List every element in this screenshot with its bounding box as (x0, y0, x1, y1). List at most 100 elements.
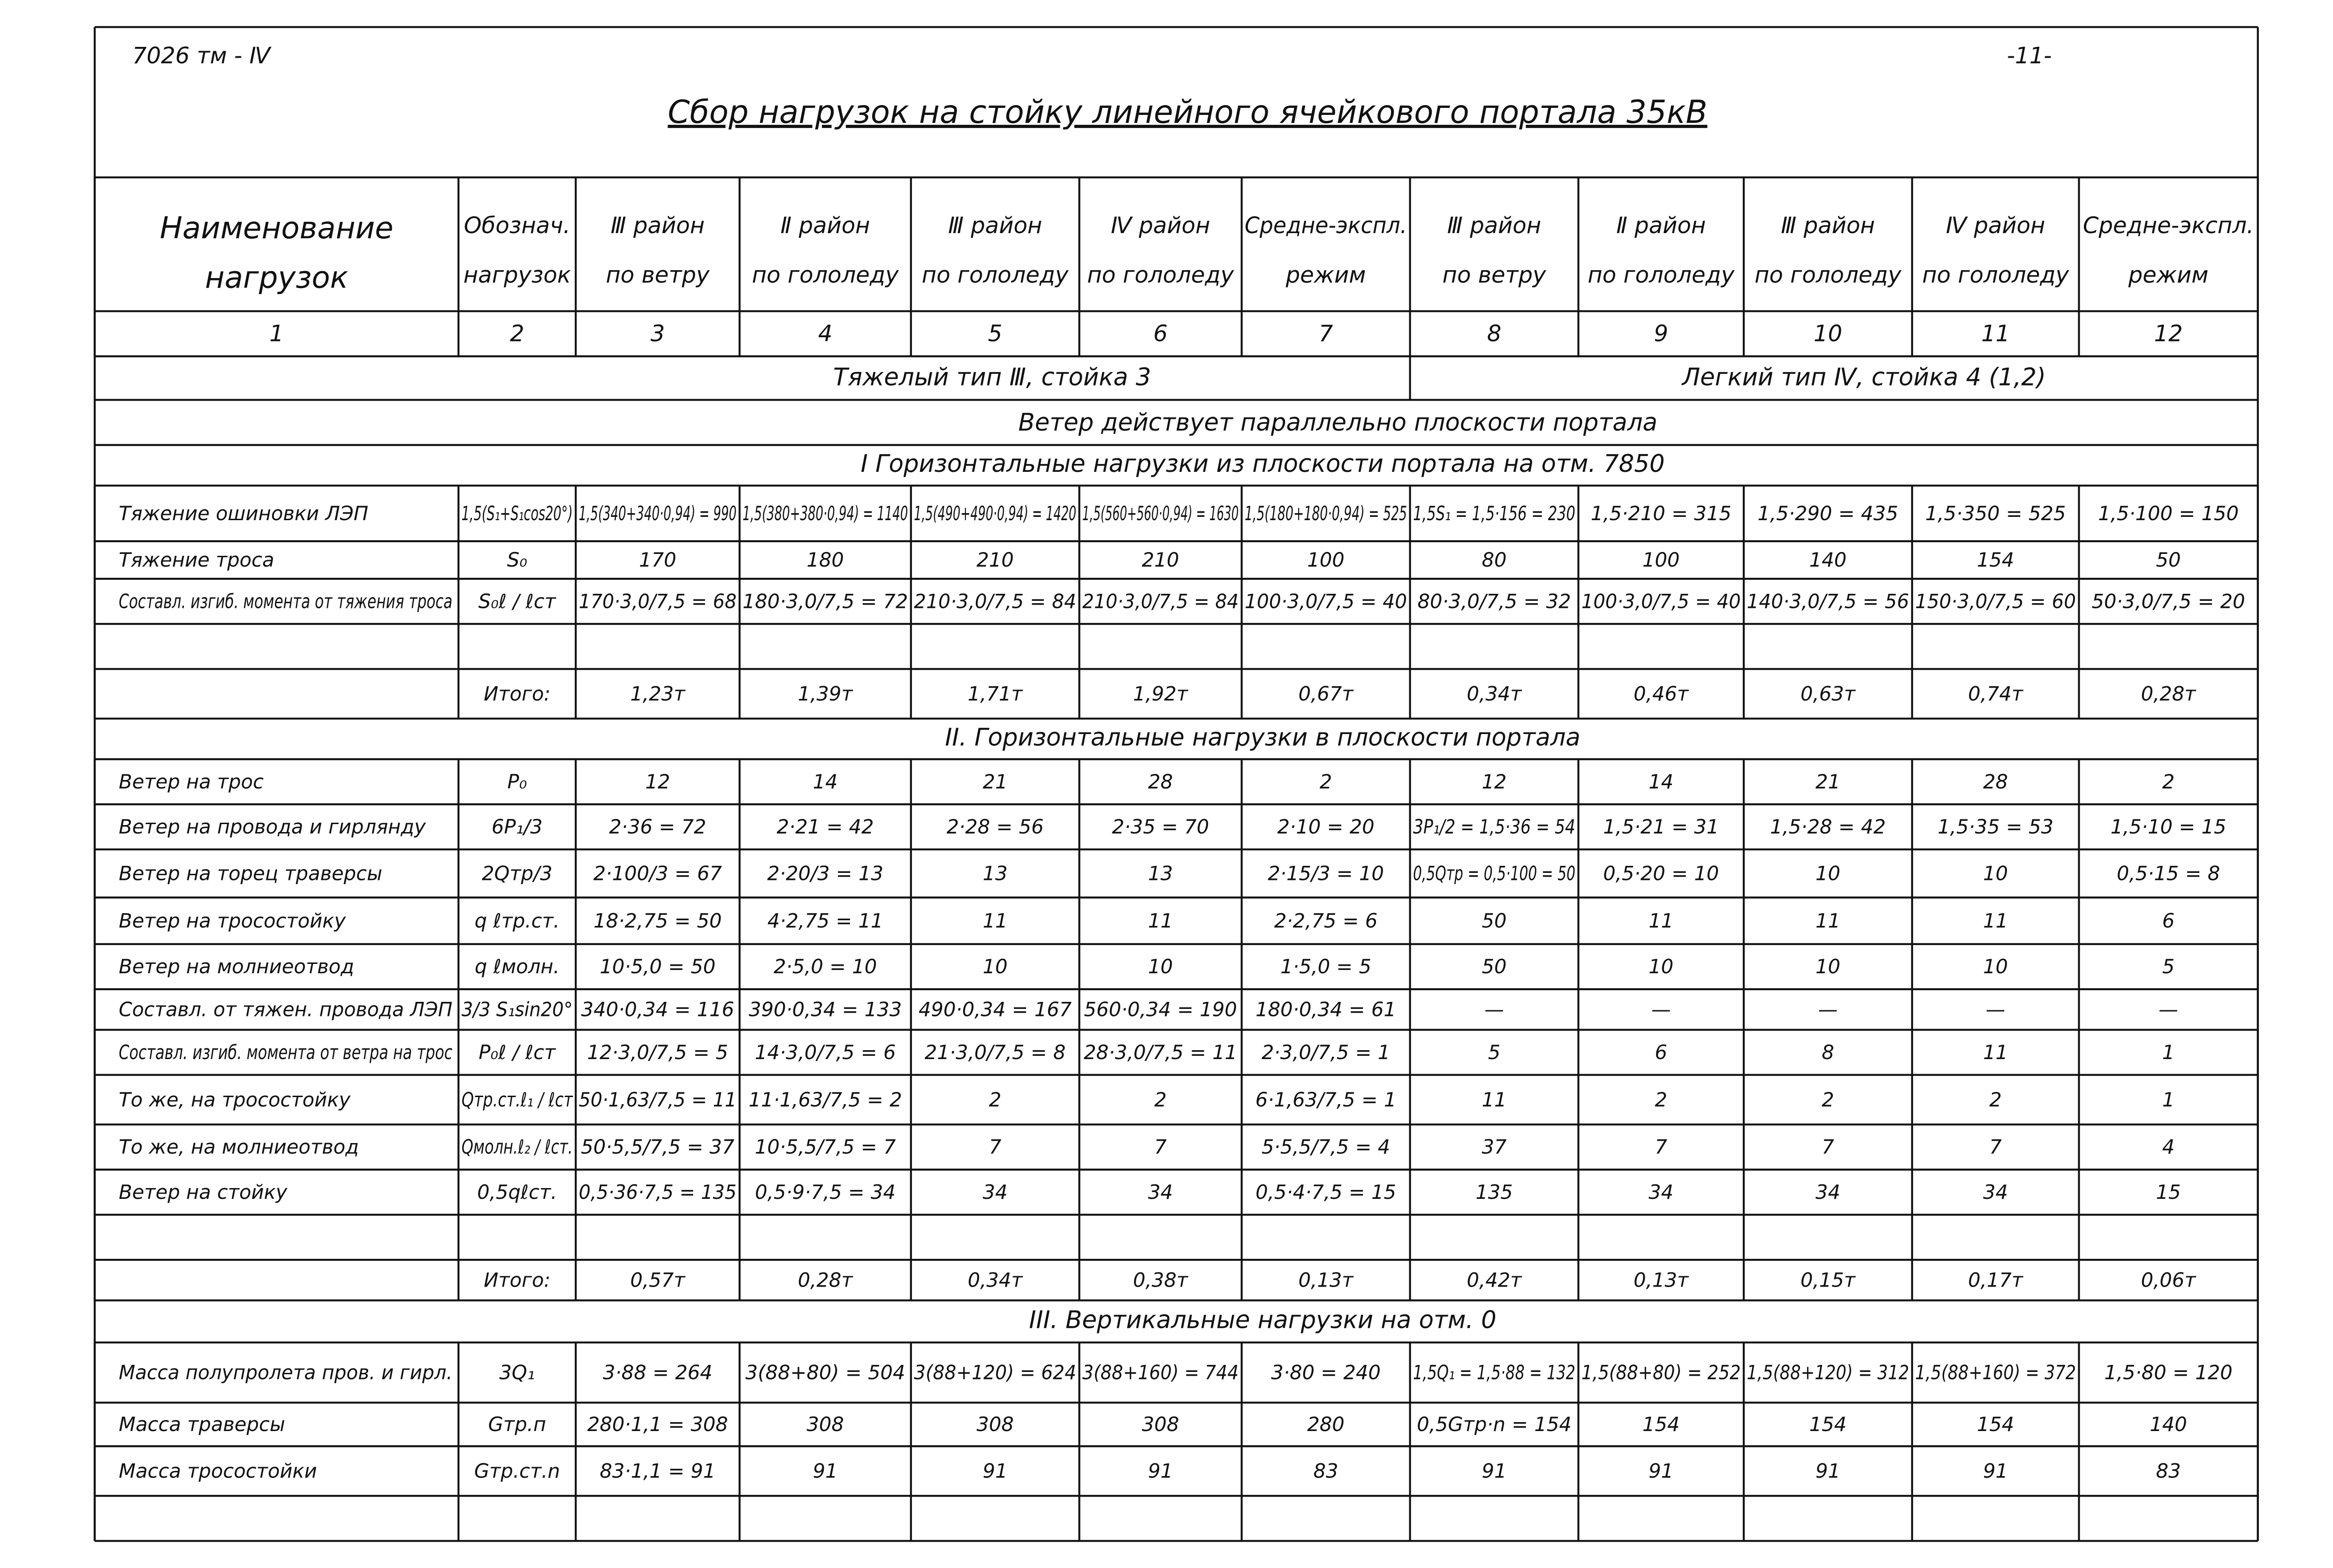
cell-value: 2·2,75 = 6 (1274, 909, 1377, 932)
symbol: q ℓмолн. (475, 955, 560, 978)
cell-value: 490·0,34 = 167 (919, 998, 1072, 1021)
cell-value: 21·3,0/7,5 = 8 (925, 1041, 1066, 1064)
cell-value: 170·3,0/7,5 = 68 (579, 590, 737, 613)
cell-value: 1,5·100 = 150 (2098, 502, 2239, 525)
row-label: Составл. изгиб. момента от тяжения троса (119, 590, 452, 613)
column-header: Ⅲ район (1447, 212, 1541, 239)
group-label: Тяжелый тип Ⅲ, стойка 3 (833, 364, 1151, 392)
cell-value: — (1818, 998, 1838, 1021)
cell-value: 10 (983, 955, 1008, 978)
symbol: Gтр.ст.n (474, 1459, 560, 1482)
row-label: Масса тросостойки (119, 1459, 317, 1482)
cell-value: 150·3,0/7,5 = 60 (1915, 590, 2076, 613)
column-header: по гололеду (1755, 262, 1901, 288)
row-label: Составл. изгиб. момента от ветра на трос (119, 1041, 452, 1064)
cell-value: 1,5(180+180·0,94) = 525 (1245, 502, 1407, 525)
column-header: Ⅱ район (781, 212, 870, 239)
cell-value: 1,5(88+80) = 252 (1581, 1361, 1741, 1384)
row-label: То же, на тросостойку (119, 1088, 351, 1111)
cell-value: 1,5(380+380·0,94) = 1140 (743, 502, 908, 525)
cell-value: 1 (2162, 1041, 2175, 1064)
cell-value: 11·1,63/7,5 = 2 (749, 1088, 902, 1111)
cell-value: 154 (1977, 1413, 2014, 1436)
cell-value: 12 (645, 770, 670, 793)
cell-value: 2·5,0 = 10 (774, 955, 877, 978)
cell-value: 210·3,0/7,5 = 84 (1082, 590, 1239, 613)
column-header: нагрузок (205, 261, 349, 295)
symbol: S₀ℓ / ℓст (479, 590, 557, 613)
cell-value: 100·3,0/7,5 = 40 (1245, 590, 1407, 613)
cell-value: 12·3,0/7,5 = 5 (587, 1041, 729, 1064)
cell-value: 2 (1154, 1088, 1167, 1111)
cell-value: 1,5(88+120) = 312 (1747, 1361, 1909, 1384)
cell-value: 83·1,1 = 91 (600, 1459, 715, 1482)
doc-title: Сбор нагрузок на стойку линейного ячейко… (668, 94, 1707, 130)
cell-value: 2 (2162, 770, 2175, 793)
row-label: То же, на молниеотвод (119, 1136, 359, 1159)
cell-value: 308 (976, 1413, 1014, 1436)
column-header: по ветру (1443, 262, 1546, 288)
cell-value: 50 (1482, 955, 1507, 978)
symbol: S₀ (507, 548, 527, 571)
cell-value: 91 (1816, 1459, 1840, 1482)
cell-value: 4 (2162, 1136, 2175, 1159)
cell-value: 0,13т (1634, 1268, 1689, 1291)
symbol: 6P₁/3 (492, 815, 543, 838)
cell-value: 2 (1822, 1088, 1834, 1111)
cell-value: 0,28т (2141, 682, 2197, 705)
cell-value: 2·28 = 56 (947, 815, 1044, 838)
column-header: Ⅲ район (1781, 212, 1875, 239)
cell-value: 0,74т (1968, 682, 2024, 705)
cell-value: 0,13т (1299, 1268, 1354, 1291)
row-label: Масса траверсы (119, 1413, 285, 1436)
cell-value: 1,5·21 = 31 (1603, 815, 1719, 838)
cell-value: 340·0,34 = 116 (581, 998, 734, 1021)
column-number: 9 (1654, 321, 1668, 347)
symbol: 1,5(S₁+S₁cos20°) (462, 502, 573, 525)
cell-value: 83 (2156, 1459, 2181, 1482)
row-label: Тяжение троса (119, 548, 274, 571)
column-number: 12 (2154, 321, 2183, 347)
cell-value: 2 (1989, 1088, 2002, 1111)
cell-value: 0,42т (1467, 1268, 1523, 1291)
column-header: по гололеду (1922, 262, 2069, 288)
row-label: Ветер на провода и гирлянду (119, 815, 426, 838)
cell-value: 11 (1649, 909, 1673, 932)
cell-value: 1,5(340+340·0,94) = 990 (579, 502, 737, 525)
cell-value: 0,5·36·7,5 = 135 (579, 1181, 737, 1204)
cell-value: 7 (1822, 1136, 1834, 1159)
cell-value: 14 (1649, 770, 1673, 793)
cell-value: 28·3,0/7,5 = 11 (1084, 1041, 1237, 1064)
column-number: 7 (1319, 321, 1333, 347)
cell-value: 2·36 = 72 (609, 815, 706, 838)
cell-value: 91 (1482, 1459, 1507, 1482)
cell-value: 280·1,1 = 308 (587, 1413, 728, 1436)
group-label: Легкий тип Ⅳ, стойка 4 (1,2) (1681, 364, 2046, 392)
cell-value: 2 (1320, 770, 1332, 793)
cell-value: 2·100/3 = 67 (593, 862, 722, 885)
cell-value: 0,5·15 = 8 (2117, 862, 2220, 885)
cell-value: 100 (1642, 548, 1680, 571)
cell-value: 140 (2150, 1413, 2187, 1436)
column-header: по ветру (606, 262, 709, 288)
section-title: I Горизонтальные нагрузки из плоскости п… (861, 450, 1665, 478)
cell-value: 91 (1148, 1459, 1173, 1482)
cell-value: 3P₁/2 = 1,5·36 = 54 (1413, 815, 1575, 838)
cell-value: 0,15т (1801, 1268, 1856, 1291)
row-label: Масса полупролета пров. и гирл. (119, 1361, 452, 1384)
cell-value: 14 (813, 770, 838, 793)
cell-value: 1,5·10 = 15 (2111, 815, 2227, 838)
symbol: 3/3 S₁sin20° (462, 998, 573, 1021)
cell-value: 7 (1154, 1136, 1167, 1159)
cell-value: 154 (1977, 548, 2014, 571)
cell-value: 28 (1983, 770, 2008, 793)
cell-value: 12 (1482, 770, 1507, 793)
column-header: нагрузок (464, 262, 571, 288)
section-title: II. Горизонтальные нагрузки в плоскости … (945, 723, 1580, 751)
cell-value: 1,5Q₁ = 1,5·88 = 132 (1413, 1361, 1575, 1384)
column-header: Ⅳ район (1111, 212, 1210, 239)
cell-value: 5·5,5/7,5 = 4 (1261, 1136, 1390, 1159)
cell-value: 1,71т (968, 682, 1024, 705)
cell-value: 3(88+80) = 504 (745, 1361, 905, 1384)
cell-value: 37 (1482, 1136, 1507, 1159)
